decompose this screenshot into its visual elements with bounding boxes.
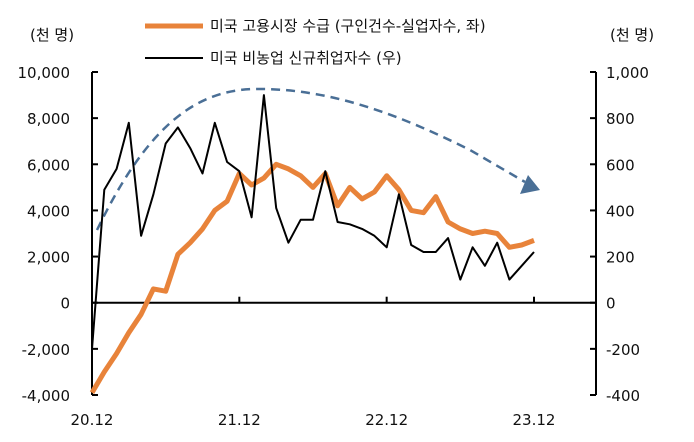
left-tick-label: 4,000 — [27, 202, 70, 220]
left-tick-label: -4,000 — [22, 387, 70, 405]
left-tick-label: 0 — [60, 295, 70, 313]
x-tick-label: 22.12 — [365, 411, 408, 429]
left-tick-label: 2,000 — [27, 249, 70, 267]
left-axis-unit: (천 명) — [30, 26, 74, 44]
x-tick-label: 21.12 — [218, 411, 261, 429]
legend-label: 미국 고용시장 수급 (구인건수-실업자수, 좌) — [210, 17, 486, 35]
right-tick-label: 200 — [606, 249, 635, 267]
series-line-black — [91, 94, 535, 349]
legend-label: 미국 비농업 신규취업자수 (우) — [210, 49, 402, 67]
right-tick-label: -200 — [606, 341, 640, 359]
right-tick-label: 0 — [606, 295, 616, 313]
x-tick-label: 20.12 — [71, 411, 114, 429]
right-tick-label: -400 — [606, 387, 640, 405]
left-tick-label: 8,000 — [27, 110, 70, 128]
right-tick-label: 1,000 — [606, 64, 649, 82]
trend-arrow-line — [95, 87, 526, 231]
right-tick-label: 400 — [606, 202, 635, 220]
right-tick-label: 800 — [606, 110, 635, 128]
right-axis-unit: (천 명) — [610, 26, 654, 44]
left-tick-label: 10,000 — [18, 64, 71, 82]
trend-arrowhead — [520, 175, 540, 194]
series-line-orange — [89, 161, 535, 394]
x-tick-label: 23.12 — [513, 411, 556, 429]
legend: 미국 고용시장 수급 (구인건수-실업자수, 좌) 미국 비농업 신규취업자수 … — [145, 17, 486, 67]
right-tick-label: 600 — [606, 156, 635, 174]
left-tick-label: -2,000 — [22, 341, 70, 359]
left-tick-label: 6,000 — [27, 156, 70, 174]
